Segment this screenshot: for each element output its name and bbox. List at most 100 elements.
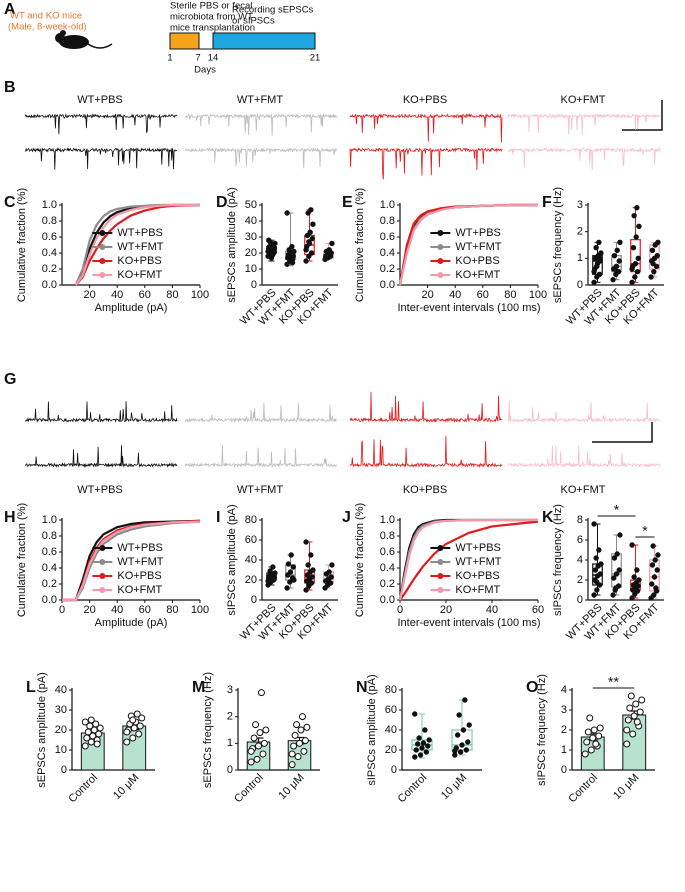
y-tick-label: 0.6 xyxy=(380,546,395,558)
legend-label: KO+PBS xyxy=(117,570,161,582)
data-point xyxy=(287,579,293,585)
chart: J 0.0 0.2 0.4 0.6 0.8 1.0 Cumulative fraction (… xyxy=(342,503,544,629)
legend-label: WT+FMT xyxy=(455,556,501,568)
data-point xyxy=(650,260,656,267)
data-point xyxy=(285,561,292,567)
y-tick-label: 0.8 xyxy=(42,530,57,542)
data-point xyxy=(257,689,265,697)
data-point xyxy=(329,240,335,247)
y-tick-label: 1.0 xyxy=(380,514,395,526)
x-tick-label: 100 xyxy=(529,289,547,301)
data-point xyxy=(616,258,622,264)
legend-marker xyxy=(99,545,106,551)
y-tick-label: 20 xyxy=(385,744,397,756)
y-tick-label: 80 xyxy=(245,514,257,526)
data-point xyxy=(456,712,462,718)
data-point xyxy=(412,754,418,760)
data-point xyxy=(289,243,295,250)
trace xyxy=(349,113,503,143)
recording-label: or sIPSCs xyxy=(232,16,275,27)
recording-bar xyxy=(212,32,316,50)
data-point xyxy=(617,239,623,246)
data-point xyxy=(591,521,597,527)
x-tick-label: 60 xyxy=(477,289,489,301)
y-tick-label: 3 xyxy=(577,199,583,211)
legend-marker xyxy=(437,573,444,579)
data-point xyxy=(256,729,264,737)
significance-label: * xyxy=(642,523,648,539)
panel-label: F xyxy=(542,194,552,211)
data-point xyxy=(586,714,594,722)
data-point xyxy=(92,720,100,728)
series-line xyxy=(74,203,201,286)
trace xyxy=(349,435,503,468)
y-tick-label: 3 xyxy=(227,684,233,696)
y-tick-label: 30 xyxy=(245,231,257,243)
y-tick-label: 0.0 xyxy=(42,594,57,606)
legend-marker xyxy=(99,258,106,264)
data-point xyxy=(420,740,427,746)
y-tick-label: 8 xyxy=(577,514,583,526)
data-point xyxy=(310,221,316,227)
y-tick-label: 0.6 xyxy=(380,231,395,243)
y-tick-label: 0.2 xyxy=(380,578,395,590)
data-point xyxy=(305,562,311,568)
trace xyxy=(507,445,661,468)
panel-label: L xyxy=(26,679,36,696)
data-point xyxy=(96,724,104,732)
chart: N 0 20 40 60 80 sIPSCs amplitude (pA) Control 10… xyxy=(356,674,482,805)
data-point xyxy=(270,250,277,256)
y-tick-label: 0 xyxy=(577,279,583,291)
data-point xyxy=(290,564,296,570)
y-tick-label: 1.0 xyxy=(380,199,395,211)
data-point xyxy=(416,735,422,741)
data-point xyxy=(596,724,604,732)
day-label: 21 xyxy=(310,53,321,64)
days-axis-label: Days xyxy=(194,65,216,76)
data-point xyxy=(303,247,309,253)
legend-marker xyxy=(99,244,106,250)
panel-label: D xyxy=(216,194,228,211)
trace xyxy=(184,402,338,423)
trace xyxy=(24,445,178,468)
data-point xyxy=(267,568,273,574)
x-tick-label: 40 xyxy=(486,604,498,616)
x-tick-label: 20 xyxy=(83,604,95,616)
legend-label: WT+PBS xyxy=(455,542,501,554)
data-point xyxy=(284,210,290,216)
x-tick-label: 80 xyxy=(166,604,178,616)
panel-label: I xyxy=(216,509,220,526)
data-point xyxy=(294,753,302,761)
data-point xyxy=(454,732,461,738)
data-point xyxy=(610,592,616,598)
x-tick-label: 80 xyxy=(166,289,178,301)
panel-label: M xyxy=(192,679,205,696)
data-point xyxy=(631,574,637,580)
data-point xyxy=(133,710,141,718)
x-tick-label: 60 xyxy=(139,604,151,616)
trace xyxy=(184,444,338,468)
data-point xyxy=(623,726,631,734)
legend-label: WT+PBS xyxy=(117,227,163,239)
data-point xyxy=(634,268,641,275)
recording-label: Recording sEPSCs xyxy=(232,5,314,16)
data-point xyxy=(649,581,655,587)
y-tick-label: 1.0 xyxy=(42,514,57,526)
data-point xyxy=(630,712,638,720)
trace-label: KO+FMT xyxy=(561,484,606,496)
y-tick-label: 10 xyxy=(55,744,67,756)
data-point xyxy=(655,552,661,558)
data-point xyxy=(426,737,432,743)
x-axis-label: Amplitude (pA) xyxy=(95,302,168,314)
legend-marker xyxy=(437,545,444,551)
x-tick-label: 0 xyxy=(59,604,65,616)
data-point xyxy=(291,577,297,583)
data-point xyxy=(260,739,268,747)
legend-marker xyxy=(99,230,106,236)
y-tick-label: 1.0 xyxy=(42,199,57,211)
data-point xyxy=(596,239,602,246)
data-point xyxy=(591,592,597,598)
y-tick-label: 2 xyxy=(577,574,583,586)
